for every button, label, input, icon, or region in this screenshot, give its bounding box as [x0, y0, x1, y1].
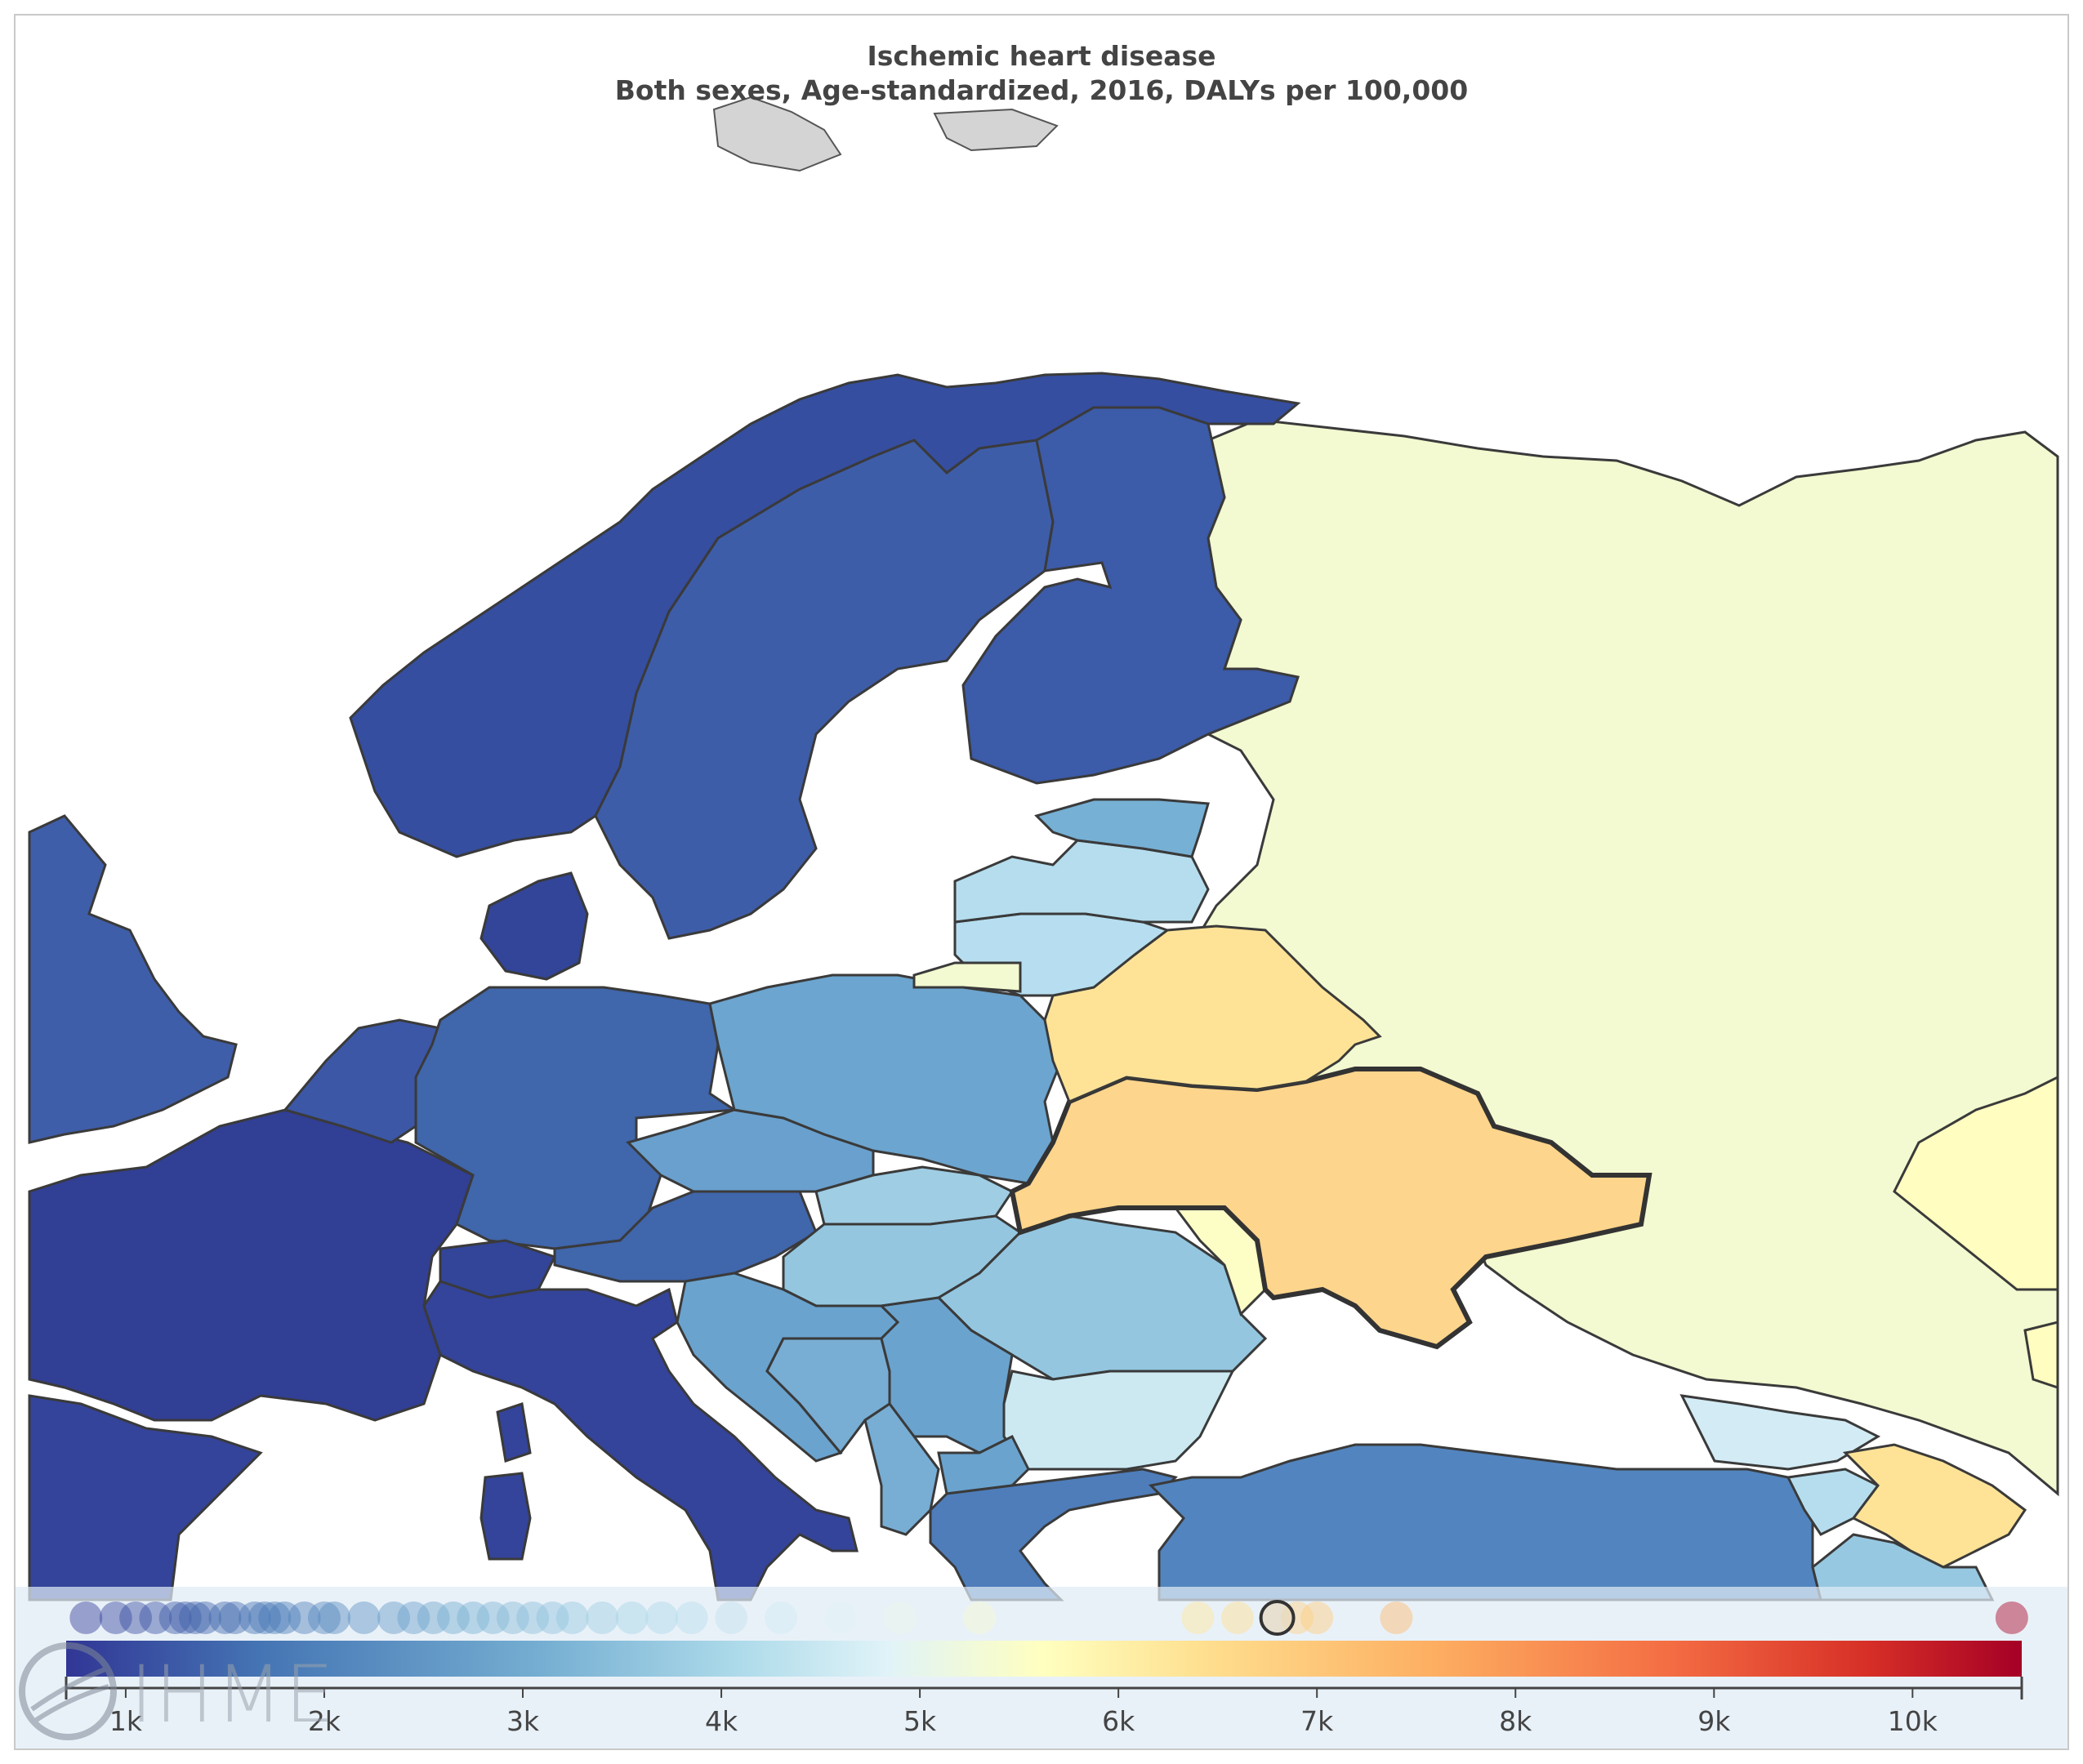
- distribution-dot[interactable]: [307, 1601, 341, 1634]
- distribution-dot[interactable]: [1220, 1601, 1254, 1634]
- scale-tick-label: 7k: [1300, 1705, 1334, 1737]
- scale-tick-label: 3k: [506, 1705, 540, 1737]
- distribution-dots: [69, 1600, 2028, 1636]
- distribution-dot[interactable]: [675, 1601, 708, 1634]
- distribution-dot[interactable]: [645, 1601, 679, 1634]
- distribution-dot[interactable]: [268, 1601, 301, 1634]
- region-latvia[interactable]: [953, 839, 1210, 924]
- distribution-dot[interactable]: [99, 1601, 132, 1634]
- map-subtitle: Both sexes, Age-standardized, 2016, DALY…: [614, 74, 1469, 106]
- region-azerbaijan[interactable]: [1842, 1443, 2027, 1569]
- distribution-dot[interactable]: [168, 1601, 202, 1634]
- region-estonia[interactable]: [1034, 798, 1210, 858]
- distribution-dot[interactable]: [457, 1601, 490, 1634]
- map-title: Ischemic heart disease: [867, 40, 1216, 72]
- region-kazakhstan-south[interactable]: [2023, 1321, 2059, 1390]
- ihme-logo-icon: [19, 1642, 117, 1740]
- distribution-dot[interactable]: [1181, 1601, 1215, 1634]
- distribution-dot[interactable]: [248, 1601, 282, 1634]
- distribution-dot[interactable]: [823, 1601, 857, 1634]
- distribution-dot[interactable]: [963, 1601, 997, 1634]
- region-kazakhstan[interactable]: [1893, 1075, 2059, 1291]
- region-serbia[interactable]: [878, 1296, 1014, 1454]
- region-italy[interactable]: [422, 1280, 859, 1601]
- distribution-dot[interactable]: [764, 1601, 797, 1634]
- region-france[interactable]: [28, 1108, 475, 1422]
- scale-tick-label: 10k: [1888, 1705, 1938, 1737]
- distribution-dot[interactable]: [238, 1601, 271, 1634]
- map-frame: Ischemic heart disease Both sexes, Age-s…: [14, 14, 2069, 1750]
- distribution-dot[interactable]: [496, 1601, 529, 1634]
- scale-tick-label: 9k: [1697, 1705, 1731, 1737]
- distribution-dot[interactable]: [208, 1601, 242, 1634]
- distribution-dot[interactable]: [516, 1601, 550, 1634]
- selected-value-marker[interactable]: [1259, 1600, 1296, 1636]
- distribution-dot[interactable]: [883, 1601, 917, 1634]
- scale-tick-label: 1k: [109, 1705, 143, 1737]
- scale-ticks: 1k 2k 3k 4k 5k 6k 7k 8k 9k 10k: [109, 1688, 1938, 1737]
- scale-tick-label: 2k: [308, 1705, 341, 1737]
- distribution-dot[interactable]: [69, 1601, 103, 1634]
- region-bulgaria[interactable]: [1002, 1370, 1235, 1471]
- distribution-dot[interactable]: [347, 1601, 381, 1634]
- distribution-dot[interactable]: [476, 1601, 510, 1634]
- region-svalbard[interactable]: [712, 96, 842, 172]
- region-kaliningrad[interactable]: [912, 961, 1022, 993]
- scale-tick-label: 5k: [903, 1705, 937, 1737]
- distribution-dot[interactable]: [397, 1601, 430, 1634]
- distribution-dot[interactable]: [139, 1601, 172, 1634]
- scale-tick-label: 4k: [705, 1705, 738, 1737]
- distribution-dot[interactable]: [158, 1601, 192, 1634]
- region-denmark[interactable]: [479, 871, 589, 981]
- scale-tick-label: 6k: [1102, 1705, 1135, 1737]
- distribution-dot[interactable]: [1995, 1601, 2028, 1634]
- distribution-dot[interactable]: [218, 1601, 252, 1634]
- distribution-dot[interactable]: [318, 1601, 351, 1634]
- region-corsica[interactable]: [496, 1402, 532, 1463]
- region-belarus[interactable]: [1043, 924, 1382, 1103]
- distribution-dot[interactable]: [436, 1601, 470, 1634]
- distribution-dot[interactable]: [715, 1601, 748, 1634]
- color-scale-bar[interactable]: [66, 1641, 2022, 1677]
- distribution-dot[interactable]: [288, 1601, 321, 1634]
- region-sardinia[interactable]: [479, 1472, 532, 1561]
- region-uk[interactable]: [28, 814, 238, 1144]
- distribution-dot[interactable]: [536, 1601, 569, 1634]
- distribution-dot[interactable]: [377, 1601, 411, 1634]
- distribution-dot[interactable]: [178, 1601, 212, 1634]
- region-spain[interactable]: [28, 1394, 263, 1601]
- region-turkey[interactable]: [1148, 1443, 1822, 1601]
- ihme-logo-text: IHME: [130, 1649, 336, 1740]
- scale-tick-label: 8k: [1499, 1705, 1532, 1737]
- distribution-dot[interactable]: [258, 1601, 292, 1634]
- region-russia[interactable]: [1190, 418, 2059, 1497]
- distribution-dot[interactable]: [1380, 1601, 1413, 1634]
- region-svalbard-east[interactable]: [933, 108, 1059, 152]
- legend-svg[interactable]: 1k 2k 3k 4k 5k 6k 7k 8k 9k 10k: [16, 1587, 2069, 1748]
- choropleth-map[interactable]: [16, 16, 2069, 1750]
- distribution-dot[interactable]: [189, 1601, 222, 1634]
- region-georgia[interactable]: [1679, 1394, 1881, 1471]
- region-ukraine[interactable]: [1009, 1067, 1653, 1350]
- distribution-dot[interactable]: [615, 1601, 649, 1634]
- distribution-dot[interactable]: [1300, 1601, 1334, 1634]
- distribution-dot[interactable]: [417, 1601, 450, 1634]
- legend-panel: 1k 2k 3k 4k 5k 6k 7k 8k 9k 10k: [16, 1587, 2067, 1748]
- region-finland[interactable]: [961, 406, 1300, 785]
- region-sweden[interactable]: [594, 439, 1055, 940]
- distribution-dot[interactable]: [555, 1601, 589, 1634]
- distribution-dot[interactable]: [586, 1601, 619, 1634]
- distribution-dot[interactable]: [119, 1601, 153, 1634]
